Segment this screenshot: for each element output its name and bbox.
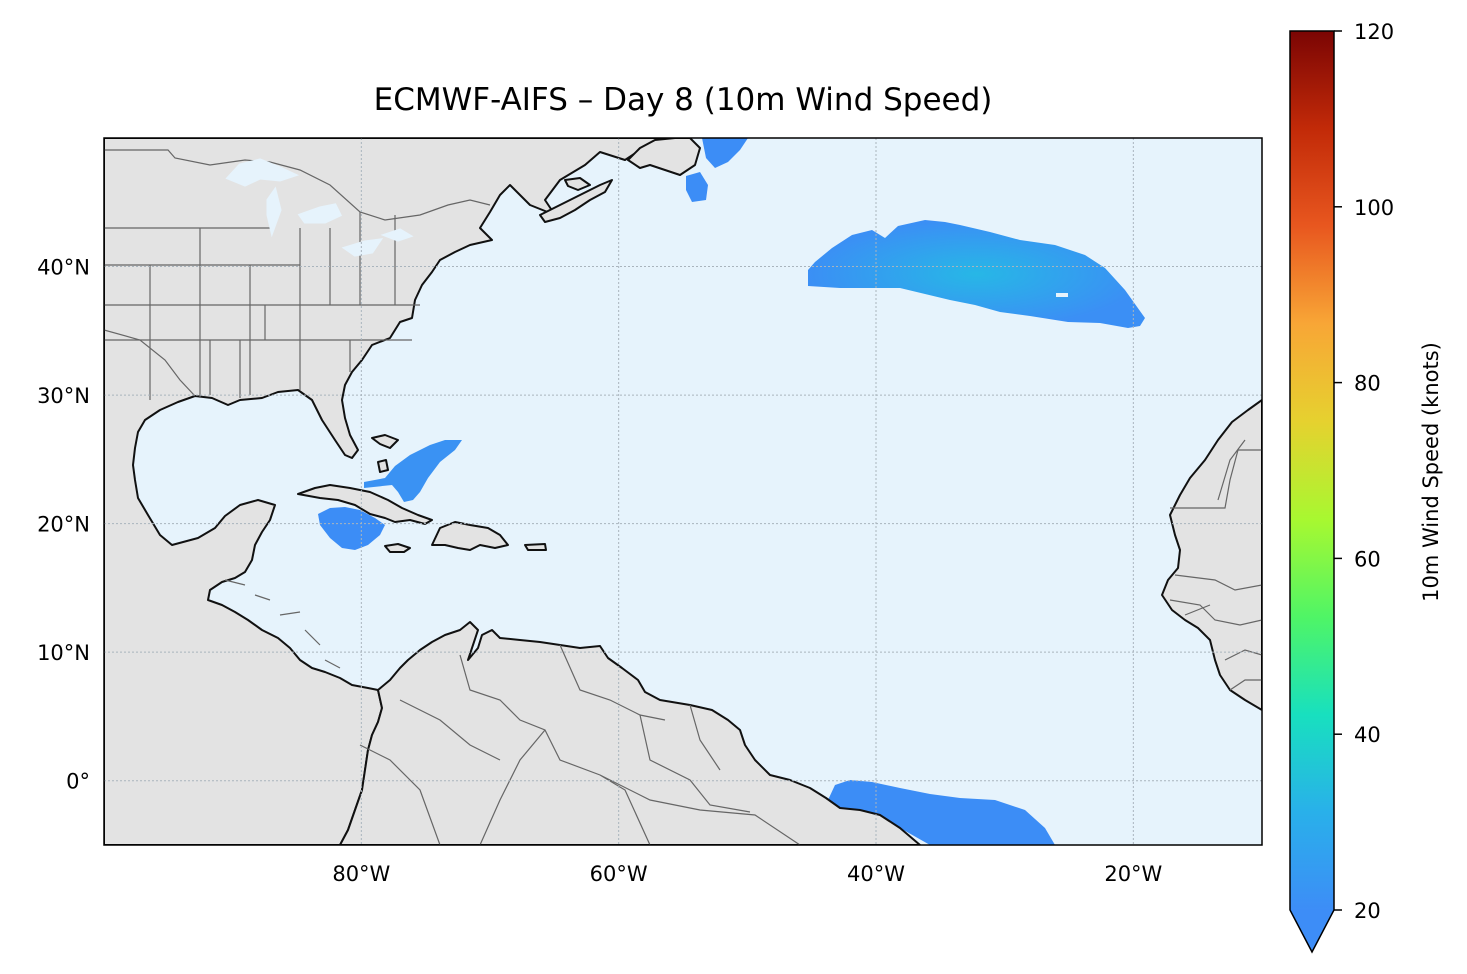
- africa-borders: [1169, 439, 1262, 691]
- land-hispaniola: [431, 521, 509, 551]
- central-america-borders: [224, 579, 341, 669]
- colorbar-tick-label: 20: [1354, 899, 1381, 923]
- latitude-tick-labels: 40°N 30°N 20°N 10°N 0°: [37, 256, 90, 794]
- us-mexico-border: [104, 329, 196, 397]
- land-north-america: [104, 138, 676, 845]
- land-bahamas: [371, 434, 399, 473]
- lon-tick-label: 20°W: [1104, 862, 1162, 886]
- land-puerto-rico: [524, 543, 547, 551]
- land-nova-scotia: [539, 179, 613, 223]
- south-america-borders: [359, 644, 801, 845]
- colorbar-extend-triangle: [1290, 910, 1334, 952]
- colorbar-gradient: [1290, 31, 1334, 910]
- colorbar-label: 10m Wind Speed (knots): [1419, 342, 1443, 602]
- lat-tick-label: 10°N: [37, 641, 90, 665]
- longitude-tick-labels: 80°W 60°W 40°W 20°W: [332, 862, 1162, 886]
- lon-tick-label: 80°W: [332, 862, 390, 886]
- map-panel: 80°W 60°W 40°W 20°W 40°N 30°N 20°N 10°N 0°: [37, 137, 1263, 886]
- lon-tick-label: 60°W: [590, 862, 648, 886]
- lat-tick-label: 0°: [66, 770, 90, 794]
- lon-tick-label: 40°W: [847, 862, 905, 886]
- land-jamaica: [384, 543, 411, 553]
- colorbar-ticks: 20 40 60 80 100 120: [1334, 20, 1394, 923]
- colorbar: 20 40 60 80 100 120 10m Wind Speed (knots): [1289, 20, 1443, 954]
- lat-tick-label: 40°N: [37, 256, 90, 280]
- lat-tick-label: 30°N: [37, 384, 90, 408]
- lat-tick-label: 20°N: [37, 513, 90, 537]
- colorbar-tick-label: 60: [1354, 547, 1381, 571]
- colorbar-tick-label: 100: [1354, 196, 1394, 220]
- colorbar-outline: [1289, 30, 1335, 954]
- land-africa: [1161, 399, 1262, 711]
- wind-region-cayman: [318, 507, 385, 550]
- chart-title: ECMWF-AIFS – Day 8 (10m Wind Speed): [374, 82, 993, 118]
- colorbar-tick-label: 120: [1354, 20, 1394, 44]
- us-canada-border: [104, 149, 491, 221]
- land-south-america: [339, 621, 921, 845]
- land-newfoundland: [627, 138, 701, 176]
- us-state-lines: [104, 212, 420, 400]
- great-lakes: [225, 158, 414, 257]
- wind-region-north-atlantic: [808, 220, 1145, 328]
- map-frame: [103, 137, 1263, 846]
- wind-region-newfoundland-small: [686, 172, 708, 202]
- calm-spot: [1056, 293, 1068, 297]
- wind-region-newfoundland: [702, 138, 748, 168]
- land: [104, 138, 1262, 845]
- colorbar-tick-label: 40: [1354, 723, 1381, 747]
- political-borders: [104, 149, 1262, 845]
- colorbar-tick-label: 80: [1354, 372, 1381, 396]
- land-cuba: [297, 484, 433, 525]
- wind-region-equatorial: [828, 780, 1055, 845]
- wind-region-bahamas: [364, 440, 462, 502]
- land-pei: [564, 177, 591, 191]
- gridlines: [104, 138, 1262, 845]
- wind-speed-field: [165, 138, 1145, 845]
